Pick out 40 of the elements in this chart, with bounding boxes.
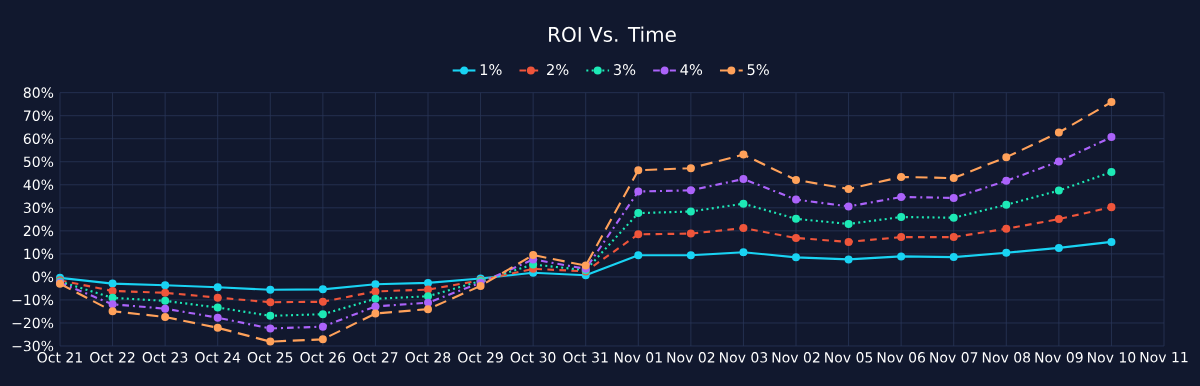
x-tick-label: Nov 05 — [825, 352, 873, 363]
x-tick-label: Nov 08 — [982, 352, 1031, 363]
x-tick-label: Oct 25 — [247, 352, 293, 363]
y-tick-label: 10% — [24, 248, 54, 260]
x-tick-label: Nov 07 — [930, 352, 978, 363]
x-tick-label: Nov 10 — [1088, 352, 1136, 363]
y-tick-label: 50% — [23, 156, 54, 168]
x-tick-label: Oct 28 — [405, 352, 451, 363]
y-tick-label: 30% — [23, 202, 54, 214]
legend-label: 3% — [613, 64, 636, 76]
legend-label: 5% — [747, 64, 769, 76]
x-tick-label: Nov 09 — [1035, 352, 1083, 363]
x-tick-label: Nov 02 — [667, 352, 715, 363]
x-tick-label: Nov 06 — [877, 352, 926, 363]
x-tick-label: Oct 29 — [458, 352, 503, 363]
x-tick-label: Oct 22 — [90, 352, 135, 363]
y-tick-label: −30% — [12, 340, 54, 352]
x-tick-label: Oct 26 — [300, 352, 346, 363]
x-tick-label: Oct 23 — [142, 352, 188, 363]
x-tick-label: Nov 03 — [720, 352, 768, 363]
y-tick-label: −20% — [12, 317, 54, 329]
y-tick-label: −10% — [12, 294, 54, 306]
y-tick-label: 60% — [23, 133, 54, 145]
x-tick-label: Oct 24 — [195, 352, 241, 363]
y-tick-label: 0% — [32, 271, 54, 283]
legend-label: 2% — [547, 64, 569, 76]
y-tick-label: 70% — [23, 110, 54, 121]
x-tick-label: Oct 21 — [37, 352, 82, 363]
x-tick-label: Oct 31 — [563, 352, 608, 363]
legend-label: 1% — [480, 64, 502, 76]
y-tick-label: 20% — [23, 225, 54, 237]
x-tick-label: Oct 27 — [352, 352, 398, 363]
x-tick-label: Nov 11 — [1140, 352, 1188, 363]
x-tick-label: Nov 01 — [614, 352, 662, 363]
chart-title: ROI Vs. Time — [549, 26, 676, 42]
legend-label: 4% — [680, 64, 703, 76]
y-tick-label: 40% — [23, 179, 54, 191]
x-tick-label: Nov 02 — [772, 352, 820, 363]
x-tick-label: Oct 30 — [510, 352, 556, 363]
y-tick-label: 80% — [23, 87, 54, 98]
